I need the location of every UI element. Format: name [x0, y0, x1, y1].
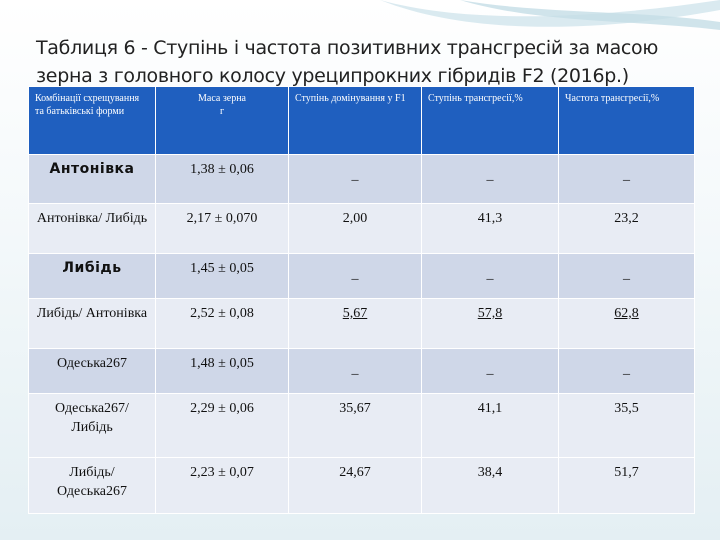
cell-frequency: 35,5	[558, 393, 695, 458]
cell-frequency: _	[558, 348, 695, 394]
cell-degree: _	[421, 253, 559, 299]
cell-dominance: 5,67	[288, 298, 422, 349]
cell-dominance: 24,67	[288, 457, 422, 514]
slide-title: Таблиця 6 - Ступінь і частота позитивних…	[36, 37, 659, 87]
cell-form: Одеська267	[28, 348, 156, 394]
cell-dominance: 2,00	[288, 203, 422, 254]
cell-form: Одеська267/ Либідь	[28, 393, 156, 458]
cell-degree: _	[421, 348, 559, 394]
header-transgression-frequency: Частота трансгресії,%	[558, 86, 695, 155]
cell-dominance: _	[288, 154, 422, 204]
table-row: Либідь/ Одеська267 2,23 ± 0,07 24,67 38,…	[28, 457, 695, 514]
cell-form: Антонівка	[28, 154, 156, 204]
header-dominance: Ступінь домінування у F1	[288, 86, 422, 155]
cell-form: Либідь	[28, 253, 156, 299]
cell-mass: 2,17 ± 0,070	[155, 203, 289, 254]
header-transgression-degree: Ступінь трансгресії,%	[421, 86, 559, 155]
cell-mass: 2,52 ± 0,08	[155, 298, 289, 349]
cell-form: Либідь/ Одеська267	[28, 457, 156, 514]
table-row: Антонівка/ Либідь 2,17 ± 0,070 2,00 41,3…	[28, 203, 695, 254]
header-grain-mass: Маса зерна г	[155, 86, 289, 155]
cell-degree: _	[421, 154, 559, 204]
cell-degree: 38,4	[421, 457, 559, 514]
cell-frequency: _	[558, 253, 695, 299]
cell-frequency: _	[558, 154, 695, 204]
cell-dominance: _	[288, 348, 422, 394]
cell-frequency: 23,2	[558, 203, 695, 254]
cell-degree: 57,8	[421, 298, 559, 349]
cell-form: Либідь/ Антонівка	[28, 298, 156, 349]
table-row: Либідь/ Антонівка 2,52 ± 0,08 5,67 57,8 …	[28, 298, 695, 349]
cell-frequency: 62,8	[558, 298, 695, 349]
header-combination: Комбінації схрещування та батьківські фо…	[28, 86, 156, 155]
cell-frequency: 51,7	[558, 457, 695, 514]
cell-mass: 1,45 ± 0,05	[155, 253, 289, 299]
table-header-row: Комбінації схрещування та батьківські фо…	[28, 86, 695, 155]
table-row: Антонівка 1,38 ± 0,06 _ _ _	[28, 154, 695, 204]
table-row: Одеська267 1,48 ± 0,05 _ _ _	[28, 348, 695, 394]
cell-mass: 2,23 ± 0,07	[155, 457, 289, 514]
results-table: Комбінації схрещування та батьківські фо…	[28, 86, 695, 514]
cell-degree: 41,3	[421, 203, 559, 254]
cell-mass: 1,48 ± 0,05	[155, 348, 289, 394]
table-row: Либідь 1,45 ± 0,05 _ _ _	[28, 253, 695, 299]
cell-dominance: 35,67	[288, 393, 422, 458]
cell-dominance: _	[288, 253, 422, 299]
cell-mass: 1,38 ± 0,06	[155, 154, 289, 204]
table-row: Одеська267/ Либідь 2,29 ± 0,06 35,67 41,…	[28, 393, 695, 458]
cell-form: Антонівка/ Либідь	[28, 203, 156, 254]
cell-mass: 2,29 ± 0,06	[155, 393, 289, 458]
cell-degree: 41,1	[421, 393, 559, 458]
